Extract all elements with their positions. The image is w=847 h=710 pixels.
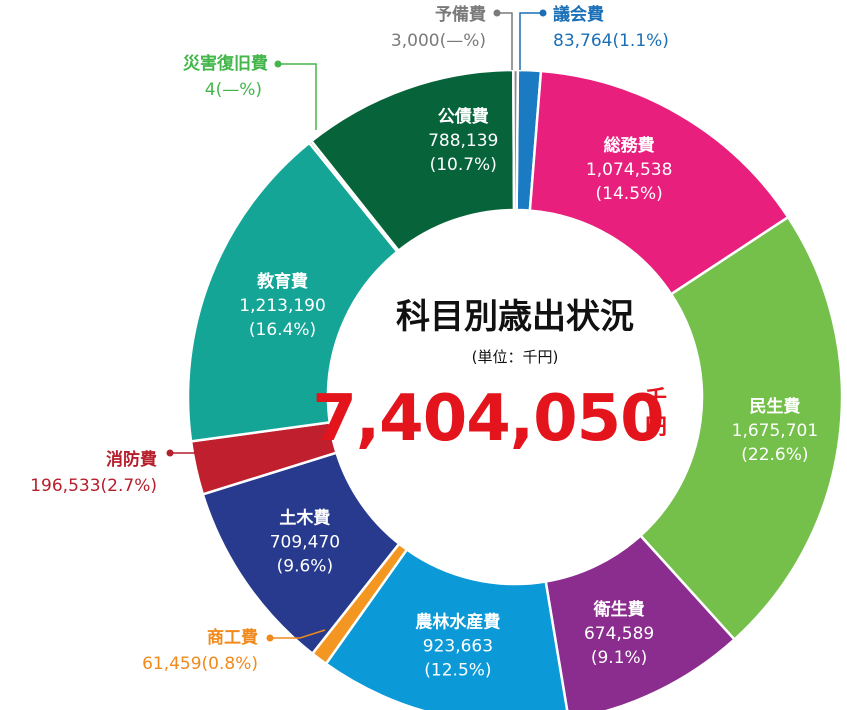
outside-label-name: 消防費	[106, 449, 157, 470]
slice-label-pct: (22.6%)	[741, 445, 808, 465]
slice-予備費	[512, 68, 520, 212]
slice-label-value: 923,663	[423, 637, 493, 657]
slice-label-pct: (9.1%)	[591, 648, 647, 668]
slice-label-value: 788,139	[428, 131, 498, 151]
outside-label-value: 3,000(—%)	[391, 31, 486, 51]
slice-衛生費	[544, 533, 737, 710]
slice-label-pct: (10.7%)	[430, 155, 497, 175]
chart-unit-label: (単位：千円)	[472, 348, 559, 366]
leader-line	[278, 63, 317, 130]
chart-total-suffix-2: 円	[645, 415, 667, 440]
slice-label-pct: (12.5%)	[424, 661, 491, 681]
outside-label-name: 議会費	[553, 4, 604, 25]
leader-dot	[266, 634, 274, 642]
outside-label-value: 196,533(2.7%)	[30, 476, 157, 496]
chart-title: 科目別歳出状況	[396, 297, 634, 337]
slice-label-value: 1,675,701	[732, 421, 819, 441]
slice-民生費	[638, 215, 844, 642]
slice-label-value: 709,470	[270, 532, 340, 552]
slice-label-pct: (16.4%)	[249, 320, 316, 340]
slice-label-pct: (14.5%)	[596, 184, 663, 204]
chart-total-suffix-1: 千	[645, 387, 667, 412]
slice-label-name: 土木費	[279, 507, 330, 528]
slice-label-name: 農林水産費	[415, 612, 500, 633]
chart-total-value: 7,404,050	[312, 382, 663, 456]
outside-label-name: 災害復旧費	[183, 53, 268, 74]
slice-label-name: 総務費	[604, 135, 655, 156]
leader-line	[270, 629, 326, 639]
slice-総務費	[528, 69, 790, 296]
slice-label-value: 674,589	[584, 624, 654, 644]
outside-label-name: 予備費	[435, 4, 486, 25]
slice-label-name: 公債費	[438, 106, 489, 127]
slice-label-name: 民生費	[749, 396, 800, 417]
leader-line	[519, 12, 543, 70]
slice-label-value: 1,213,190	[239, 296, 326, 316]
slice-label-value: 1,074,538	[586, 160, 673, 180]
slice-label-name: 衛生費	[593, 599, 645, 620]
outside-label-name: 商工費	[207, 627, 258, 648]
outside-label-value: 4(—%)	[205, 80, 262, 100]
slice-label-name: 教育費	[256, 271, 308, 292]
leader-line	[497, 12, 513, 70]
donut-slices	[186, 68, 844, 710]
chart-center: 科目別歳出状況 (単位：千円) 7,404,050 千 円	[312, 297, 667, 456]
leader-dot	[166, 449, 174, 457]
leader-dot	[493, 9, 501, 17]
outside-label-value: 83,764(1.1%)	[553, 31, 669, 51]
slice-教育費	[186, 141, 400, 443]
outside-label-value: 61,459(0.8%)	[142, 654, 258, 674]
leader-dot	[539, 9, 547, 17]
slice-labels: 総務費 1,074,538 (14.5%) 民生費 1,675,701 (22.6%) 衛生…	[30, 4, 818, 681]
slice-label-pct: (9.6%)	[277, 556, 333, 576]
leader-dot	[274, 60, 282, 68]
